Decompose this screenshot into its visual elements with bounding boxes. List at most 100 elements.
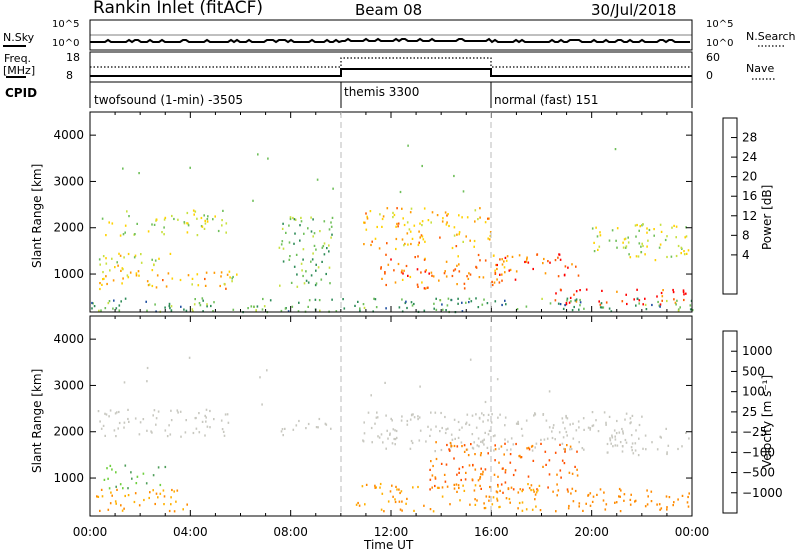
velocity-cell [396, 488, 398, 491]
velocity-cell [440, 462, 443, 465]
velocity-cell [583, 428, 585, 431]
velocity-cell [454, 437, 456, 440]
velocity-cell [176, 409, 179, 412]
power-cell [364, 221, 366, 224]
power-cell [221, 219, 223, 222]
velocity-cell [460, 478, 462, 482]
colorbar-tick-label: 20 [742, 170, 757, 184]
power-cell [555, 292, 557, 295]
velocity-cell [430, 460, 432, 463]
power-cell [129, 271, 132, 274]
power-cell [332, 187, 334, 190]
velocity-cell [458, 428, 461, 431]
power-cell [547, 260, 549, 263]
power-cell [122, 233, 125, 236]
velocity-cell [472, 463, 474, 467]
power-cell [661, 295, 664, 298]
velocity-cell [111, 494, 113, 497]
power-cell [658, 246, 661, 249]
power-cell [162, 279, 164, 282]
velocity-cell [318, 417, 321, 421]
power-cell [640, 251, 643, 254]
power-cell [153, 263, 155, 267]
power-cell [300, 262, 303, 265]
velocity-cell [527, 475, 530, 478]
velocity-cell [578, 502, 581, 505]
power-cell [659, 223, 662, 226]
power-cell [381, 277, 383, 280]
power-cell [442, 308, 444, 311]
power-cell [331, 216, 334, 219]
power-cell [628, 253, 630, 256]
power-cell [441, 220, 444, 223]
power-cell [683, 298, 685, 302]
power-cell [140, 261, 143, 264]
velocity-cell [589, 504, 592, 507]
power-cell [115, 307, 118, 310]
velocity-cell [499, 505, 501, 508]
power-cell [596, 235, 599, 238]
velocity-cell [581, 447, 584, 450]
power-cell [206, 303, 208, 306]
power-cell [400, 271, 403, 274]
power-cell [354, 304, 356, 307]
power-cell [307, 227, 309, 230]
power-cell [601, 289, 603, 292]
power-cell [501, 263, 504, 266]
velocity-cell [184, 431, 187, 434]
velocity-cell [101, 495, 104, 498]
power-cell [406, 221, 409, 224]
velocity-cell [410, 414, 413, 417]
power-cell [310, 230, 313, 233]
velocity-cell [672, 504, 674, 507]
power-cell [186, 211, 189, 215]
velocity-cell [106, 467, 108, 470]
velocity-cell [591, 500, 594, 503]
velocity-cell [625, 412, 628, 415]
power-cell [559, 303, 562, 306]
power-cell [413, 224, 416, 227]
power-cell [401, 238, 404, 241]
velocity-cell [625, 441, 628, 444]
power-cell [419, 222, 421, 225]
power-cell [401, 298, 403, 301]
power-cell [461, 216, 463, 219]
power-cell [598, 300, 600, 303]
velocity-cell [645, 448, 647, 451]
power-cell [458, 270, 461, 273]
power-cell [495, 263, 497, 267]
power-cell [135, 274, 138, 277]
velocity-cell [195, 416, 197, 420]
velocity-cell [185, 419, 187, 422]
velocity-cell [517, 420, 519, 423]
power-cell [155, 286, 158, 289]
power-cell [214, 215, 216, 218]
power-cell [111, 222, 114, 225]
power-cell [401, 278, 404, 281]
velocity-cell [134, 417, 137, 420]
velocity-cell [530, 489, 532, 492]
velocity-cell [484, 431, 486, 434]
velocity-cell [374, 422, 376, 425]
power-cell [474, 220, 476, 223]
velocity-cell [481, 441, 484, 444]
velocity-cell [564, 450, 566, 453]
power-cell [623, 238, 626, 241]
velocity-cell [665, 495, 668, 498]
velocity-cell [474, 484, 477, 487]
velocity-cell [687, 495, 689, 499]
power-cell [378, 247, 381, 250]
velocity-cell [597, 430, 600, 433]
power-cell [198, 302, 201, 305]
power-cell [445, 223, 448, 226]
velocity-cell [565, 430, 568, 434]
velocity-cell [448, 448, 450, 451]
power-cell [674, 301, 677, 304]
power-cell [138, 274, 140, 277]
power-cell [223, 282, 226, 286]
velocity-cell [138, 433, 141, 436]
power-cell [430, 271, 433, 274]
velocity-cell [135, 482, 138, 485]
power-cell [657, 300, 659, 304]
velocity-cell [441, 426, 443, 430]
